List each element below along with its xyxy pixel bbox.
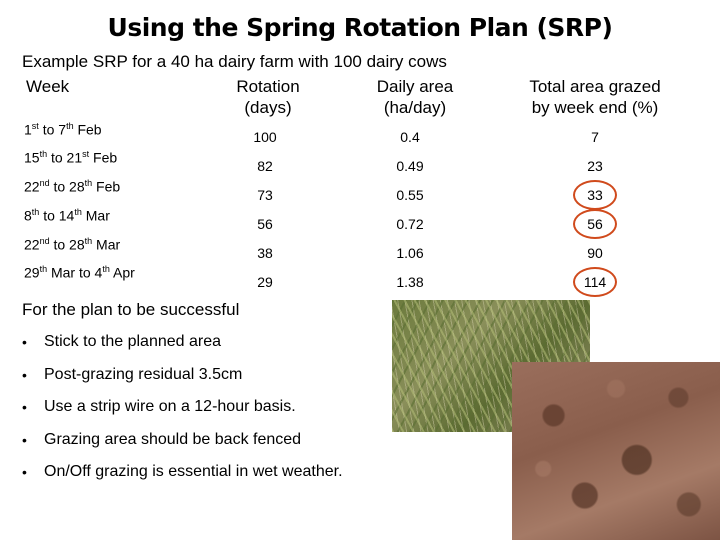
header-rotation-line2: (days) — [244, 98, 292, 117]
bullet-icon: • — [22, 431, 27, 448]
daily-area-value: 0.4 — [400, 129, 420, 145]
highlight-circle-56 — [573, 209, 617, 239]
total-area-value: 90 — [587, 245, 603, 261]
highlight-circle-114 — [573, 267, 617, 297]
slide-subtitle: Example SRP for a 40 ha dairy farm with … — [22, 52, 447, 71]
rotation-value: 56 — [257, 216, 273, 232]
bullet-icon: • — [22, 464, 27, 480]
week-label: 29th Mar to 4th Apr — [24, 264, 135, 281]
list-item: • On/Off grazing is essential in wet weat… — [22, 463, 343, 480]
daily-area-value: 0.72 — [396, 216, 424, 232]
plan-heading: For the plan to be successful — [22, 300, 240, 319]
header-daily-line1: Daily area — [376, 77, 454, 96]
week-label: 15th to 21st Feb — [24, 149, 118, 166]
list-item: • Stick to the planned area — [22, 333, 222, 350]
header-week: Week — [26, 77, 70, 96]
daily-area-value: 0.49 — [396, 158, 424, 174]
success-tips-list: • Stick to the planned area • Post-grazing… — [22, 333, 343, 496]
slide-title: Using the Spring Rotation Plan (SRP) — [107, 13, 613, 42]
daily-area-value: 1.06 — [396, 245, 424, 261]
daily-area-value: 0.55 — [396, 187, 424, 203]
header-total-line1: Total area grazed — [529, 77, 661, 96]
bullet-icon: • — [22, 366, 27, 383]
poached-soil-photo — [512, 362, 720, 540]
bullet-icon: • — [22, 399, 27, 415]
rotation-value: 100 — [253, 129, 277, 145]
total-area-value: 23 — [587, 158, 603, 174]
header-daily-line2: (ha/day) — [383, 98, 447, 117]
header-rotation: Rotation (days) — [218, 76, 318, 118]
header-rotation-line1: Rotation — [236, 77, 300, 96]
week-label: 8th to 14th Mar — [24, 207, 110, 224]
header-daily-area: Daily area (ha/day) — [355, 76, 475, 118]
list-item: • Grazing area should be back fenced — [22, 430, 302, 448]
list-item: • Post-grazing residual 3.5cm — [22, 365, 243, 383]
header-total-area: Total area grazed by week end (%) — [505, 76, 685, 118]
total-area-value: 7 — [591, 129, 599, 145]
rotation-value: 82 — [257, 158, 273, 174]
rotation-value: 29 — [257, 274, 273, 290]
week-label: 22nd to 28th Feb — [24, 178, 121, 195]
bullet-icon: • — [22, 334, 27, 350]
daily-area-value: 1.38 — [396, 274, 424, 290]
rotation-value: 38 — [257, 245, 273, 261]
list-item: • Use a strip wire on a 12-hour basis. — [22, 398, 296, 415]
highlight-circle-33 — [573, 180, 617, 210]
week-label: 22nd to 28th Mar — [24, 236, 121, 253]
header-total-line2: by week end (%) — [531, 98, 659, 117]
week-label: 1st to 7th Feb — [24, 121, 102, 138]
rotation-value: 73 — [257, 187, 273, 203]
